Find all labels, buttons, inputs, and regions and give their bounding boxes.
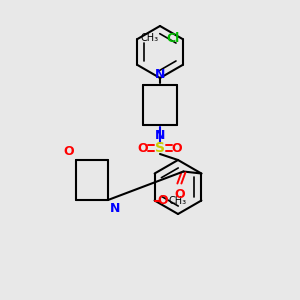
- Text: S: S: [155, 141, 165, 155]
- Text: N: N: [110, 202, 120, 215]
- Text: CH₃: CH₃: [169, 196, 187, 206]
- Text: O: O: [63, 145, 74, 158]
- Text: O: O: [138, 142, 148, 154]
- Text: Cl: Cl: [166, 32, 179, 44]
- Text: N: N: [155, 68, 165, 81]
- Text: O: O: [172, 142, 182, 154]
- Text: CH₃: CH₃: [140, 33, 159, 43]
- Text: O: O: [158, 194, 168, 207]
- Text: O: O: [174, 188, 185, 200]
- Text: N: N: [155, 129, 165, 142]
